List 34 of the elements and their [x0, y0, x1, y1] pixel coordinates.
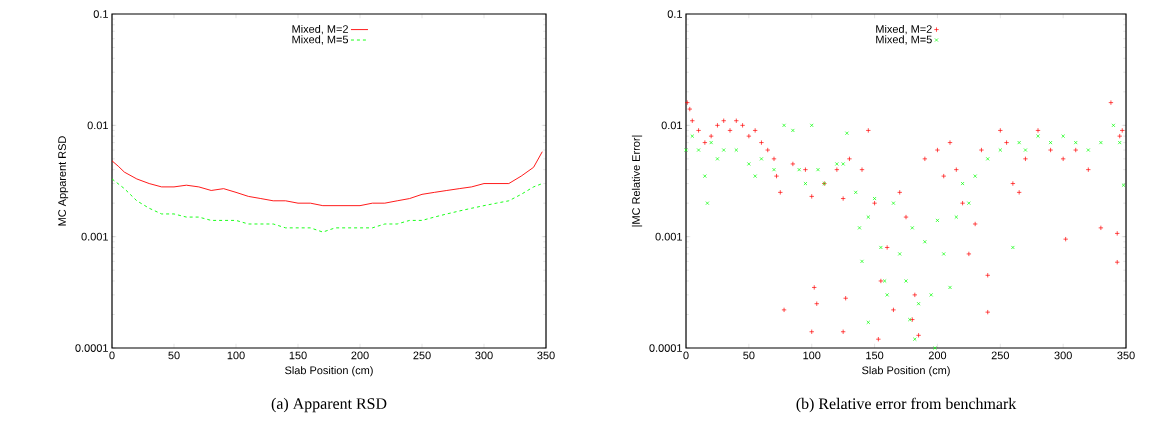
x-tick-label: 300 [475, 351, 493, 360]
y-tick-label: 0.001 [81, 232, 108, 241]
x-tick-label: 0 [683, 351, 689, 360]
legend-label: Mixed, M=5 [876, 35, 932, 45]
y-axis-title: |MC Relative Error| [631, 135, 643, 227]
x-tick-label: 350 [537, 351, 555, 360]
y-tick-label: 0.01 [87, 121, 108, 130]
x-tick-label: 300 [1054, 351, 1072, 360]
x-tick-label: 250 [991, 351, 1009, 360]
x-tick-label: 150 [289, 351, 307, 360]
x-tick-label: 200 [928, 351, 947, 360]
y-tick-label: 0.1 [93, 10, 108, 18]
x-tick-label: 150 [866, 351, 884, 360]
x-tick-label: 100 [227, 351, 245, 360]
x-tick-label: 350 [1117, 351, 1135, 360]
x-tick-label: 250 [413, 351, 431, 360]
x-tick-label: 50 [743, 351, 755, 360]
legend-label: Mixed, M=2 [292, 24, 348, 35]
y-tick-label: 0.001 [655, 232, 682, 241]
text: (a) Apparent RSD [271, 397, 387, 413]
y-tick-label: 0.1 [667, 10, 682, 18]
x-tick-label: 50 [168, 351, 180, 360]
x-axis-title: Slab Position (cm) [862, 366, 950, 377]
x-axis-title: Slab Position (cm) [285, 366, 373, 377]
legend-label: Mixed, M=5 [292, 35, 349, 45]
y-tick-label: 0.0001 [649, 344, 682, 352]
y-tick-label: 0.0001 [75, 344, 108, 352]
x-tick-label: 100 [803, 351, 821, 360]
x-tick-label: 200 [351, 351, 369, 360]
text: (b) Relative error from benchmark [796, 397, 1017, 413]
y-axis-title: MC Apparent RSD [58, 136, 69, 226]
legend-label: Mixed, M=2 [876, 24, 932, 35]
y-tick-label: 0.01 [661, 121, 682, 130]
x-tick-label: 0 [109, 351, 115, 360]
